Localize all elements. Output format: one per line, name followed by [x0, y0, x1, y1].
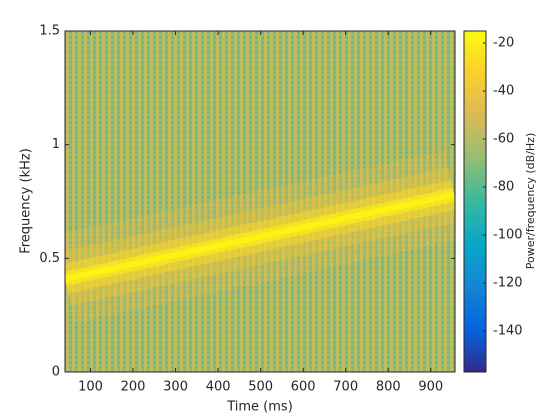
- y-axis-label: Frequency (kHz): [19, 148, 34, 254]
- x-axis-label: Time (ms): [226, 400, 293, 415]
- x-tick-label: 400: [206, 380, 231, 395]
- colorbar-tick-label: -80: [493, 180, 514, 195]
- y-tick-label: 1: [52, 137, 60, 152]
- x-tick-label: 300: [163, 380, 188, 395]
- colorbar-tick-label: -20: [493, 36, 514, 51]
- ridge: [65, 191, 455, 282]
- x-tick-label: 600: [291, 380, 316, 395]
- colorbar-tick-label: -40: [493, 84, 514, 99]
- x-tick-label: 700: [333, 380, 358, 395]
- colorbar-tick-label: -120: [493, 276, 523, 291]
- plot-frame: [64, 30, 456, 373]
- colorbar-tick-label: -140: [493, 324, 523, 339]
- x-tick-label: 500: [248, 380, 273, 395]
- x-tick-label: 800: [376, 380, 401, 395]
- x-tick-label: 100: [78, 380, 103, 395]
- x-tick-label: 900: [418, 380, 443, 395]
- colorbar: [463, 30, 487, 373]
- y-tick-label: 0.5: [39, 251, 60, 266]
- y-tick-label: 1.5: [39, 24, 60, 39]
- x-tick-label: 200: [121, 380, 146, 395]
- y-tick-label: 0: [52, 365, 60, 380]
- colorbar-tick-label: -60: [493, 132, 514, 147]
- plot-area: [65, 31, 455, 372]
- colorbar-tick-label: -100: [493, 228, 523, 243]
- colorbar-label: Power/frequency (dB/Hz): [524, 133, 537, 270]
